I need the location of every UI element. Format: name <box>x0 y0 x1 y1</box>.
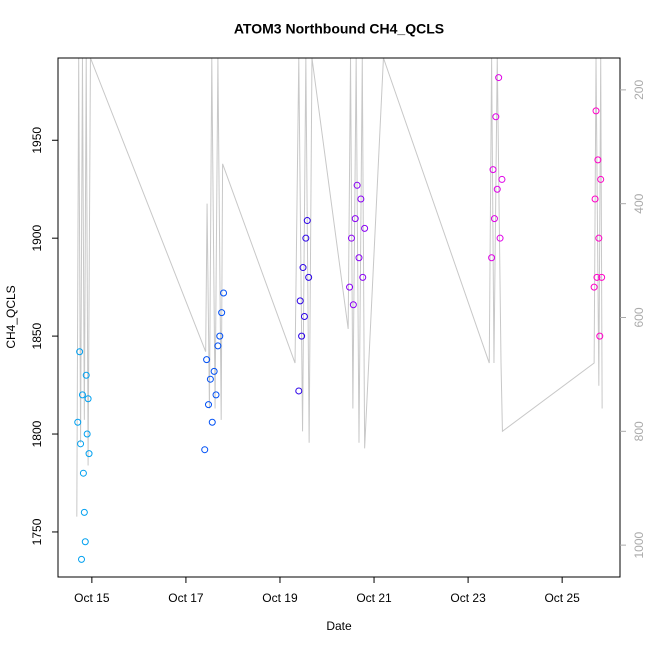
data-point <box>305 273 313 281</box>
data-point <box>591 195 599 203</box>
data-point <box>597 175 605 183</box>
x-tick-label: Oct 23 <box>450 591 486 605</box>
data-point <box>489 166 497 174</box>
data-point <box>351 215 359 223</box>
y2-tick-label: 600 <box>632 307 646 327</box>
data-point <box>498 175 506 183</box>
y-tick-label: 1750 <box>30 518 44 545</box>
x-tick-label: Oct 17 <box>168 591 204 605</box>
y-tick-label: 1850 <box>30 322 44 349</box>
data-point <box>303 217 311 225</box>
data-point <box>594 156 602 164</box>
data-point <box>210 367 218 375</box>
y2-tick-label: 800 <box>632 421 646 441</box>
data-point <box>495 74 503 82</box>
data-point <box>201 446 209 454</box>
data-point <box>82 371 90 379</box>
y2-tick-label: 1000 <box>632 531 646 558</box>
data-point <box>492 113 500 121</box>
data-point <box>203 356 211 364</box>
data-point <box>355 254 363 262</box>
data-point <box>80 508 88 516</box>
data-point <box>593 273 601 281</box>
x-tick-label: Oct 19 <box>262 591 298 605</box>
plot-area <box>74 58 606 563</box>
y-tick-label: 1900 <box>30 225 44 252</box>
x-tick-label: Oct 21 <box>356 591 392 605</box>
data-point <box>74 418 82 426</box>
data-point <box>204 401 212 409</box>
data-point <box>81 538 89 546</box>
y-axis-label: CH4_QCLS <box>4 285 18 348</box>
data-point <box>208 418 216 426</box>
data-point <box>79 469 87 477</box>
data-point <box>349 301 357 309</box>
data-point <box>361 224 369 232</box>
data-point <box>357 195 365 203</box>
data-point <box>218 309 226 317</box>
data-point <box>83 430 91 438</box>
altitude-line <box>76 58 603 517</box>
data-point <box>84 395 92 403</box>
data-point <box>216 332 224 340</box>
data-point <box>220 289 228 297</box>
data-point <box>346 283 354 291</box>
y-tick-label: 1800 <box>30 420 44 447</box>
data-point <box>590 283 598 291</box>
data-point <box>598 273 606 281</box>
data-point <box>85 450 93 458</box>
data-point <box>78 391 86 399</box>
data-point <box>295 387 303 395</box>
data-point <box>300 313 308 321</box>
data-point <box>488 254 496 262</box>
x-tick-label: Oct 15 <box>74 591 110 605</box>
data-point <box>77 440 85 448</box>
data-point <box>76 348 84 356</box>
data-point <box>490 215 498 223</box>
data-point <box>296 297 304 305</box>
x-axis-label: Date <box>326 619 352 633</box>
data-point <box>493 185 501 193</box>
data-point <box>298 332 306 340</box>
data-point <box>299 264 307 272</box>
data-point <box>592 107 600 115</box>
x-tick-label: Oct 25 <box>544 591 580 605</box>
data-point <box>595 234 603 242</box>
y2-tick-label: 400 <box>632 193 646 213</box>
data-point <box>353 181 361 189</box>
data-point <box>496 234 504 242</box>
y2-tick-label: 200 <box>632 80 646 100</box>
data-point <box>206 375 214 383</box>
data-point <box>212 391 220 399</box>
data-point <box>347 234 355 242</box>
y-tick-label: 1950 <box>30 127 44 154</box>
plot-frame <box>57 57 621 578</box>
data-point <box>78 555 86 563</box>
data-point <box>302 234 310 242</box>
data-point <box>596 332 604 340</box>
data-point <box>214 342 222 350</box>
data-point <box>359 273 367 281</box>
chart-title: ATOM3 Northbound CH4_QCLS <box>234 21 444 37</box>
